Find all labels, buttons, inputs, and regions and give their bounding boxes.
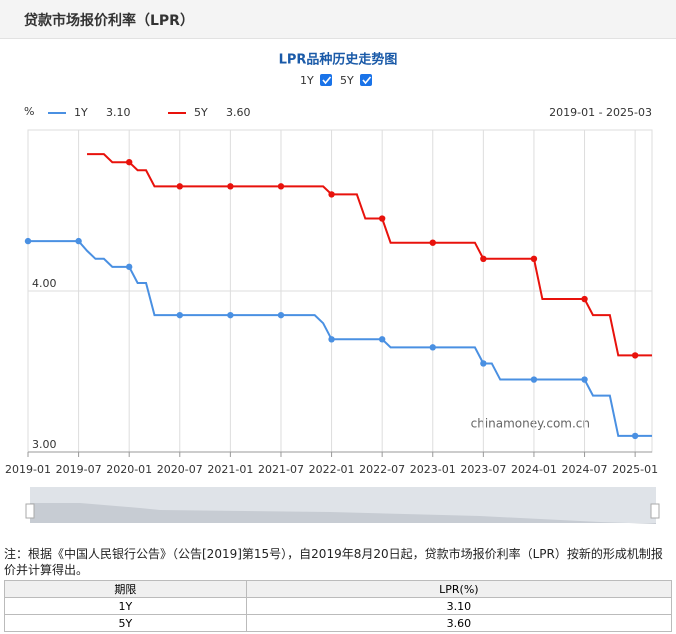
header: 贷款市场报价利率（LPR）: [0, 0, 676, 39]
legend-value: 3.60: [226, 106, 251, 119]
cell: 1Y: [4, 597, 247, 615]
x-tick-label: 2024-01: [511, 463, 557, 476]
table-row: 5Y 3.60: [4, 614, 673, 632]
table: 期限 LPR(%) 1Y 3.10 5Y 3.60: [4, 580, 673, 632]
header-cell: 期限: [4, 580, 247, 598]
range-label: 2019-01 - 2025-03: [549, 106, 652, 119]
point: [277, 183, 285, 190]
legend-value: 3.10: [106, 106, 131, 119]
slider-preview: [30, 503, 656, 524]
cell: 3.10: [245, 597, 673, 615]
point: [227, 311, 234, 319]
point: [75, 237, 82, 245]
x-tick-label: 2023-01: [410, 463, 456, 476]
point: [125, 263, 133, 271]
point: [530, 376, 538, 383]
point: [176, 183, 183, 190]
table-row: 1Y 3.10: [4, 597, 673, 615]
slider-handle[interactable]: [25, 503, 35, 519]
x-tick-label: 2019-01: [5, 463, 51, 476]
x-tick-label: 2022-01: [309, 463, 355, 476]
point: [429, 239, 436, 246]
x-tick-label: 2023-07: [460, 463, 506, 476]
y-tick-label: 4.00: [32, 277, 57, 290]
point: [277, 311, 285, 319]
chart-title: LPR品种历史走势图: [279, 52, 398, 68]
x-tick-label: 2019-07: [56, 463, 102, 476]
slider-handle[interactable]: [650, 503, 660, 519]
checkbox-label: 1Y: [300, 74, 314, 87]
point: [429, 344, 436, 351]
point: [125, 159, 133, 166]
checkbox[interactable]: [320, 74, 332, 86]
table-header: 期限 LPR(%): [4, 580, 673, 598]
x-tick-label: 2020-01: [106, 463, 152, 476]
point: [581, 376, 588, 383]
legend-label: 1Y: [74, 106, 88, 119]
chart: LPR品种历史走势图 % 2019-01 - 2025-03 chinamone…: [5, 52, 660, 524]
y-tick-label: 3.00: [32, 438, 57, 451]
checkbox-check: [322, 76, 332, 85]
point: [631, 352, 639, 359]
point: [480, 255, 487, 262]
x-tick-label: 2021-01: [207, 463, 253, 476]
point: [480, 360, 487, 367]
x-tick-label: 2022-07: [359, 463, 405, 476]
point: [24, 237, 32, 245]
point: [378, 215, 386, 222]
x-tick-label: 2025-01: [612, 463, 658, 476]
point: [328, 191, 335, 198]
checkbox-check: [362, 76, 372, 85]
legend-label: 5Y: [194, 106, 208, 119]
x-tick-label: 2024-07: [562, 463, 608, 476]
cell: 3.60: [245, 614, 673, 632]
point: [631, 432, 639, 440]
header-title: 贷款市场报价利率（LPR）: [24, 13, 194, 29]
checkbox[interactable]: [360, 74, 372, 86]
unit-label: %: [24, 105, 34, 118]
watermark: chinamoney.com.cn: [471, 417, 590, 431]
x-tick-label: 2020-07: [157, 463, 203, 476]
header-cell: LPR(%): [245, 580, 673, 598]
line: [28, 240, 652, 437]
cell: 5Y: [4, 614, 247, 632]
x-tick-label: 2021-07: [258, 463, 304, 476]
point: [581, 295, 588, 303]
line: [87, 153, 652, 357]
point: [530, 255, 538, 262]
point: [176, 311, 183, 319]
checkbox-label: 5Y: [340, 74, 354, 87]
note: 注：根据《中国人民银行公告》（公告[2019]第15号），自2019年8月20日…: [4, 547, 663, 577]
point: [227, 183, 234, 190]
point: [378, 336, 386, 343]
point: [328, 336, 335, 343]
